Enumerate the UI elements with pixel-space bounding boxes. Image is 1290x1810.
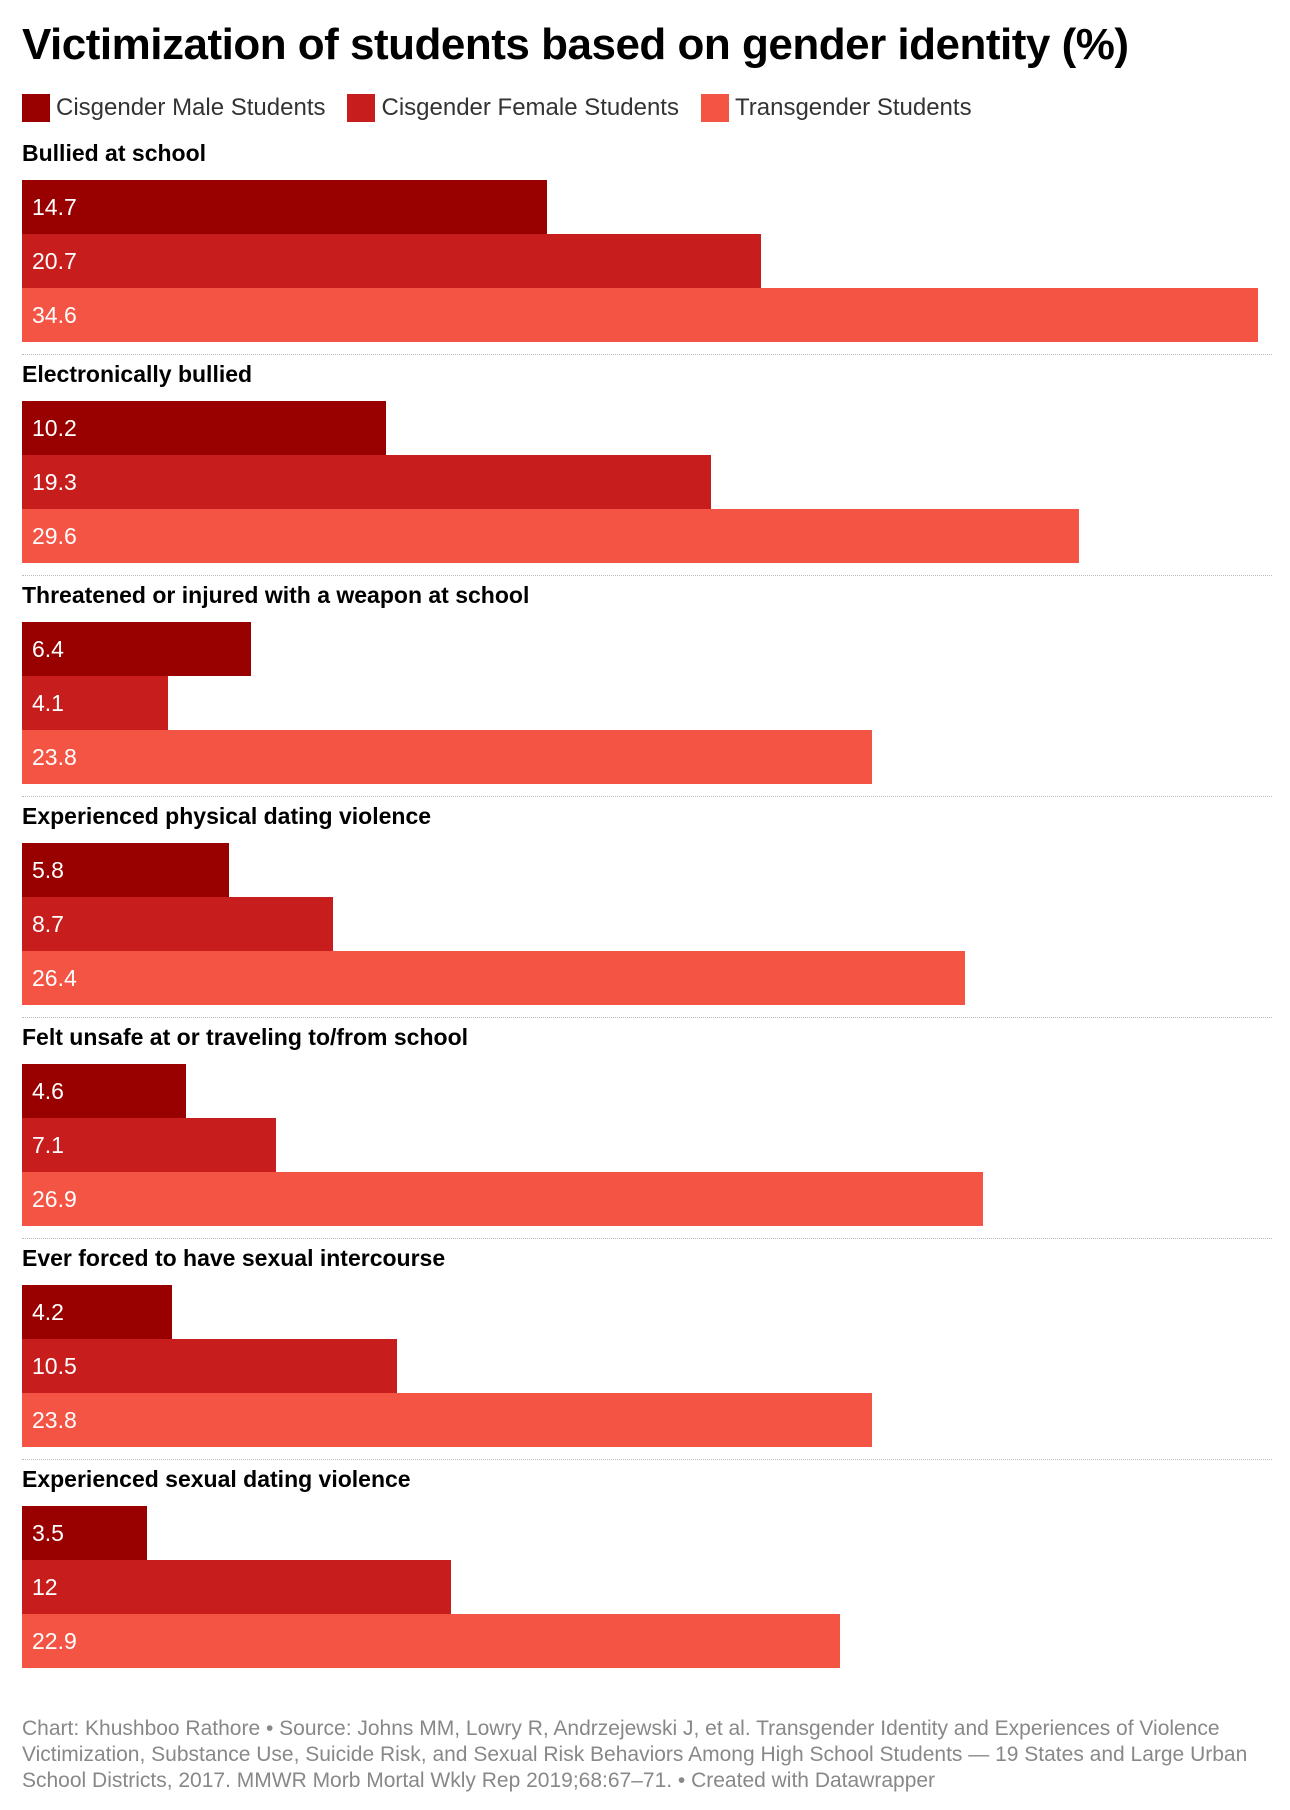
bar-transgender: 23.8 <box>22 730 872 784</box>
category-group: Ever forced to have sexual intercourse 4.… <box>22 1245 1272 1466</box>
bar-female: 19.3 <box>22 455 711 509</box>
bar-value-label: 3.5 <box>32 1520 64 1546</box>
bar-male: 4.2 <box>22 1285 172 1339</box>
bar-value-label: 23.8 <box>32 744 77 770</box>
legend-label-male: Cisgender Male Students <box>56 94 326 121</box>
chart-footer: Chart: Khushboo Rathore • Source: Johns … <box>22 1717 1248 1792</box>
bar-male: 5.8 <box>22 843 229 897</box>
bar-male: 3.5 <box>22 1506 147 1560</box>
bar-transgender: 23.8 <box>22 1393 872 1447</box>
bar-female: 4.1 <box>22 676 168 730</box>
bar-value-label: 26.4 <box>32 965 77 991</box>
bar-male: 14.7 <box>22 180 547 234</box>
category-label: Felt unsafe at or traveling to/from scho… <box>22 1024 469 1050</box>
bar-male: 6.4 <box>22 622 251 676</box>
bar-value-label: 19.3 <box>32 469 77 495</box>
legend-swatch-male <box>22 94 50 122</box>
category-group: Felt unsafe at or traveling to/from scho… <box>22 1024 1272 1245</box>
bar-female: 7.1 <box>22 1118 276 1172</box>
category-group: Experienced physical dating violence 5.8 8… <box>22 803 1272 1024</box>
bar-transgender: 26.9 <box>22 1172 983 1226</box>
bar-male: 10.2 <box>22 401 386 455</box>
bar-value-label: 4.6 <box>32 1078 64 1104</box>
legend-item-female: Cisgender Female Students <box>347 94 679 122</box>
bar-value-label: 26.9 <box>32 1186 77 1212</box>
bar-female: 12 <box>22 1560 451 1614</box>
category-group: Bullied at school 14.7 20.7 34.6 <box>22 140 1272 361</box>
bar-male: 4.6 <box>22 1064 186 1118</box>
bar-female: 10.5 <box>22 1339 397 1393</box>
bar-value-label: 34.6 <box>32 302 77 328</box>
bar-value-label: 20.7 <box>32 248 77 274</box>
bar-value-label: 4.1 <box>32 690 64 716</box>
category-label: Electronically bullied <box>22 361 253 387</box>
group-separator <box>22 354 1272 355</box>
bar-value-label: 22.9 <box>32 1628 77 1654</box>
category-group: Electronically bullied 10.2 19.3 29.6 <box>22 361 1272 582</box>
category-label: Bullied at school <box>22 140 207 166</box>
group-separator <box>22 1459 1272 1460</box>
legend-item-male: Cisgender Male Students <box>22 94 325 122</box>
legend-swatch-female <box>347 94 376 122</box>
bar-value-label: 10.5 <box>32 1353 77 1379</box>
group-separator <box>22 1238 1272 1239</box>
category-label: Threatened or injured with a weapon at s… <box>22 582 530 608</box>
group-separator <box>22 1017 1272 1018</box>
category-group: Experienced sexual dating violence 3.5 12 2… <box>22 1466 1272 1687</box>
bar-value-label: 8.7 <box>32 911 64 937</box>
category-group: Threatened or injured with a weapon at s… <box>22 582 1272 803</box>
bar-transgender: 34.6 <box>22 288 1258 342</box>
bar-value-label: 10.2 <box>32 415 77 441</box>
bar-transgender: 29.6 <box>22 509 1079 563</box>
bar-value-label: 14.7 <box>32 194 77 220</box>
legend-label-transgender: Transgender Students <box>734 94 972 121</box>
bar-value-label: 5.8 <box>32 857 64 883</box>
bar-value-label: 4.2 <box>32 1299 64 1325</box>
legend-label-female: Cisgender Female Students <box>381 94 679 121</box>
bar-transgender: 22.9 <box>22 1614 840 1668</box>
group-separator <box>22 575 1272 576</box>
bar-value-label: 29.6 <box>32 523 77 549</box>
bar-value-label: 23.8 <box>32 1407 77 1433</box>
legend-swatch-transgender <box>700 94 729 122</box>
bar-transgender: 26.4 <box>22 951 965 1005</box>
category-label: Ever forced to have sexual intercourse <box>22 1245 446 1271</box>
bar-female: 8.7 <box>22 897 333 951</box>
category-label: Experienced physical dating violence <box>22 803 432 829</box>
bar-female: 20.7 <box>22 234 761 288</box>
bar-value-label: 12 <box>32 1574 58 1600</box>
category-label: Experienced sexual dating violence <box>22 1466 411 1492</box>
bar-value-label: 6.4 <box>32 636 64 662</box>
group-separator <box>22 796 1272 797</box>
legend-item-transgender: Transgender Students <box>700 94 972 122</box>
bar-value-label: 7.1 <box>32 1132 64 1158</box>
chart-title: Victimization of students based on gende… <box>22 20 1129 69</box>
legend: Cisgender Male Students Cisgender Female… <box>22 94 994 122</box>
